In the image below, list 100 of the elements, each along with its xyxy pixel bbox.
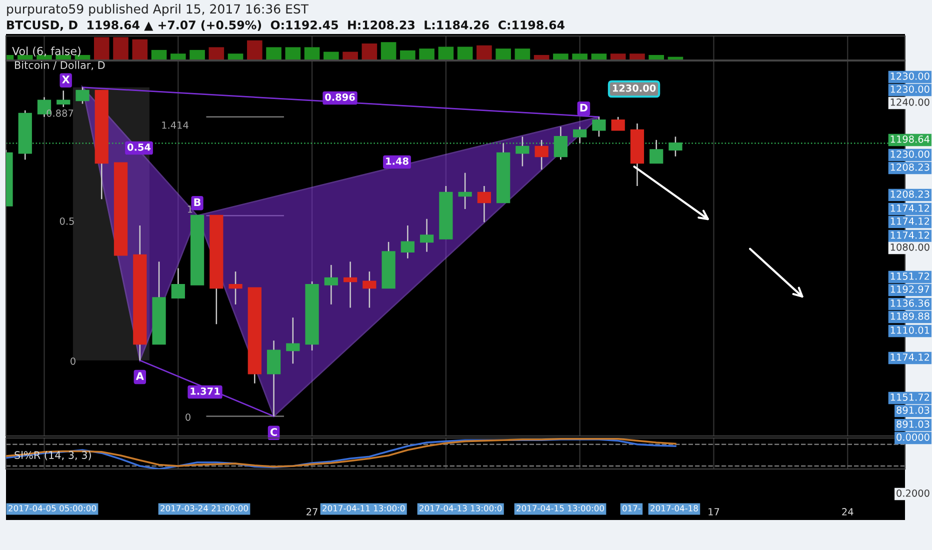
annotation: 1	[188, 206, 192, 213]
annotation: 1240.00	[890, 98, 930, 106]
candlestick	[171, 268, 185, 299]
bar	[266, 47, 282, 60]
annotation: 891.03	[896, 406, 930, 414]
text: 891.03	[896, 420, 930, 428]
text: 017-	[622, 505, 641, 512]
text: 1230.00	[890, 72, 930, 80]
bar	[170, 54, 186, 60]
bar	[400, 50, 416, 60]
annotation: 1174.12	[890, 353, 930, 361]
x-tick-label: 24	[842, 508, 854, 516]
bar	[591, 54, 607, 60]
annotation: 1110.01	[890, 326, 930, 334]
annotation: 0	[186, 413, 190, 421]
chart-title: purpurato59 published April 15, 2017 16:36 EST	[7, 4, 309, 16]
bar	[17, 54, 33, 60]
annotation: 0.887	[46, 109, 74, 117]
candlestick	[611, 116, 625, 131]
bar	[438, 46, 454, 60]
annotation: 0.54	[127, 143, 151, 151]
text: 2017-04-05 05:00:00	[8, 505, 96, 512]
annotation: 1208.23	[890, 190, 930, 198]
bar	[572, 54, 588, 60]
bar	[342, 52, 358, 60]
bar	[380, 42, 396, 60]
annotation: X	[62, 76, 70, 84]
chart-subtitle: BTCUSD, D 1198.64 ▲ +7.07 (+0.59%) O:1192.45 H:1208.23 L:1184.26 C:1198.64	[7, 20, 564, 31]
text: 2017-04-18	[650, 505, 698, 512]
annotation: B	[194, 198, 201, 206]
annotation: 1151.72	[890, 393, 930, 401]
text: 2017-04-13 13:00:0	[420, 505, 502, 512]
annotation: 1.371	[190, 387, 220, 395]
bar	[113, 37, 128, 60]
annotation: Vol (6, false)	[12, 46, 80, 57]
annotation: 0	[70, 357, 76, 365]
annotation: 0.896	[325, 93, 355, 101]
annotation: 1136.36	[890, 299, 930, 307]
annotation: 1.48	[386, 157, 408, 165]
candlestick	[324, 264, 338, 306]
annotation: 1230.00	[890, 85, 930, 93]
bar	[648, 54, 664, 60]
bar	[476, 45, 492, 60]
chart-title: Bitcoin / Dollar, D	[15, 60, 105, 70]
bar	[132, 39, 148, 60]
candlestick	[56, 90, 70, 108]
candlestick	[286, 316, 300, 364]
annotation: 0.0000	[896, 433, 930, 441]
bar	[151, 50, 167, 60]
candlestick	[458, 172, 472, 210]
bar	[553, 54, 568, 60]
annotation: 1230.00	[612, 84, 656, 92]
annotation: 1189.88	[890, 312, 930, 320]
annotation: 1208.23	[890, 163, 930, 171]
annotation: 1.414	[162, 122, 188, 129]
bar	[362, 44, 378, 60]
bar	[228, 54, 244, 60]
annotation: 1151.72	[890, 272, 930, 280]
candlestick	[477, 185, 492, 223]
annotation: 1174.12	[890, 231, 930, 239]
annotation: D	[580, 104, 588, 112]
annotation: 1192.97	[890, 285, 930, 293]
bar	[94, 37, 110, 60]
text: 2017-04-15 13:00:00	[516, 505, 604, 512]
candlestick	[400, 224, 414, 259]
bar	[457, 46, 473, 60]
bar	[419, 48, 434, 60]
candlestick	[534, 139, 548, 170]
candlestick	[362, 270, 376, 308]
text: 2017-03-24 21:00:00	[160, 505, 248, 512]
candlestick	[592, 116, 606, 138]
candlestick	[266, 340, 281, 417]
annotation: C	[270, 428, 277, 436]
bar	[630, 54, 645, 60]
bar	[285, 47, 301, 60]
bar	[190, 50, 205, 60]
bar	[324, 52, 339, 60]
text: 2017-04-11 13:00:0	[322, 505, 405, 512]
bar	[247, 40, 262, 60]
annotation: A	[136, 372, 144, 380]
annotation: 1174.12	[890, 217, 930, 225]
annotation: 1174.12	[890, 204, 930, 212]
candlestick	[343, 261, 358, 308]
bar	[610, 54, 626, 60]
annotation: 1230.00	[890, 150, 930, 158]
x-tick-label: 17	[708, 508, 720, 516]
text: Sl%R (14, 3, 3)	[14, 450, 91, 460]
candlestick	[420, 218, 434, 252]
bar	[496, 48, 511, 60]
annotation: 1198.64	[890, 135, 930, 143]
candlestick	[228, 270, 242, 306]
text: 0.2000	[896, 489, 930, 497]
x-tick-label: 27	[306, 508, 318, 516]
bar	[514, 48, 530, 60]
annotation: 0.5	[60, 217, 74, 225]
candlestick	[76, 86, 90, 104]
bar	[208, 47, 224, 60]
bar	[304, 47, 320, 60]
annotation: 1080.00	[890, 243, 930, 251]
bar	[56, 54, 72, 60]
